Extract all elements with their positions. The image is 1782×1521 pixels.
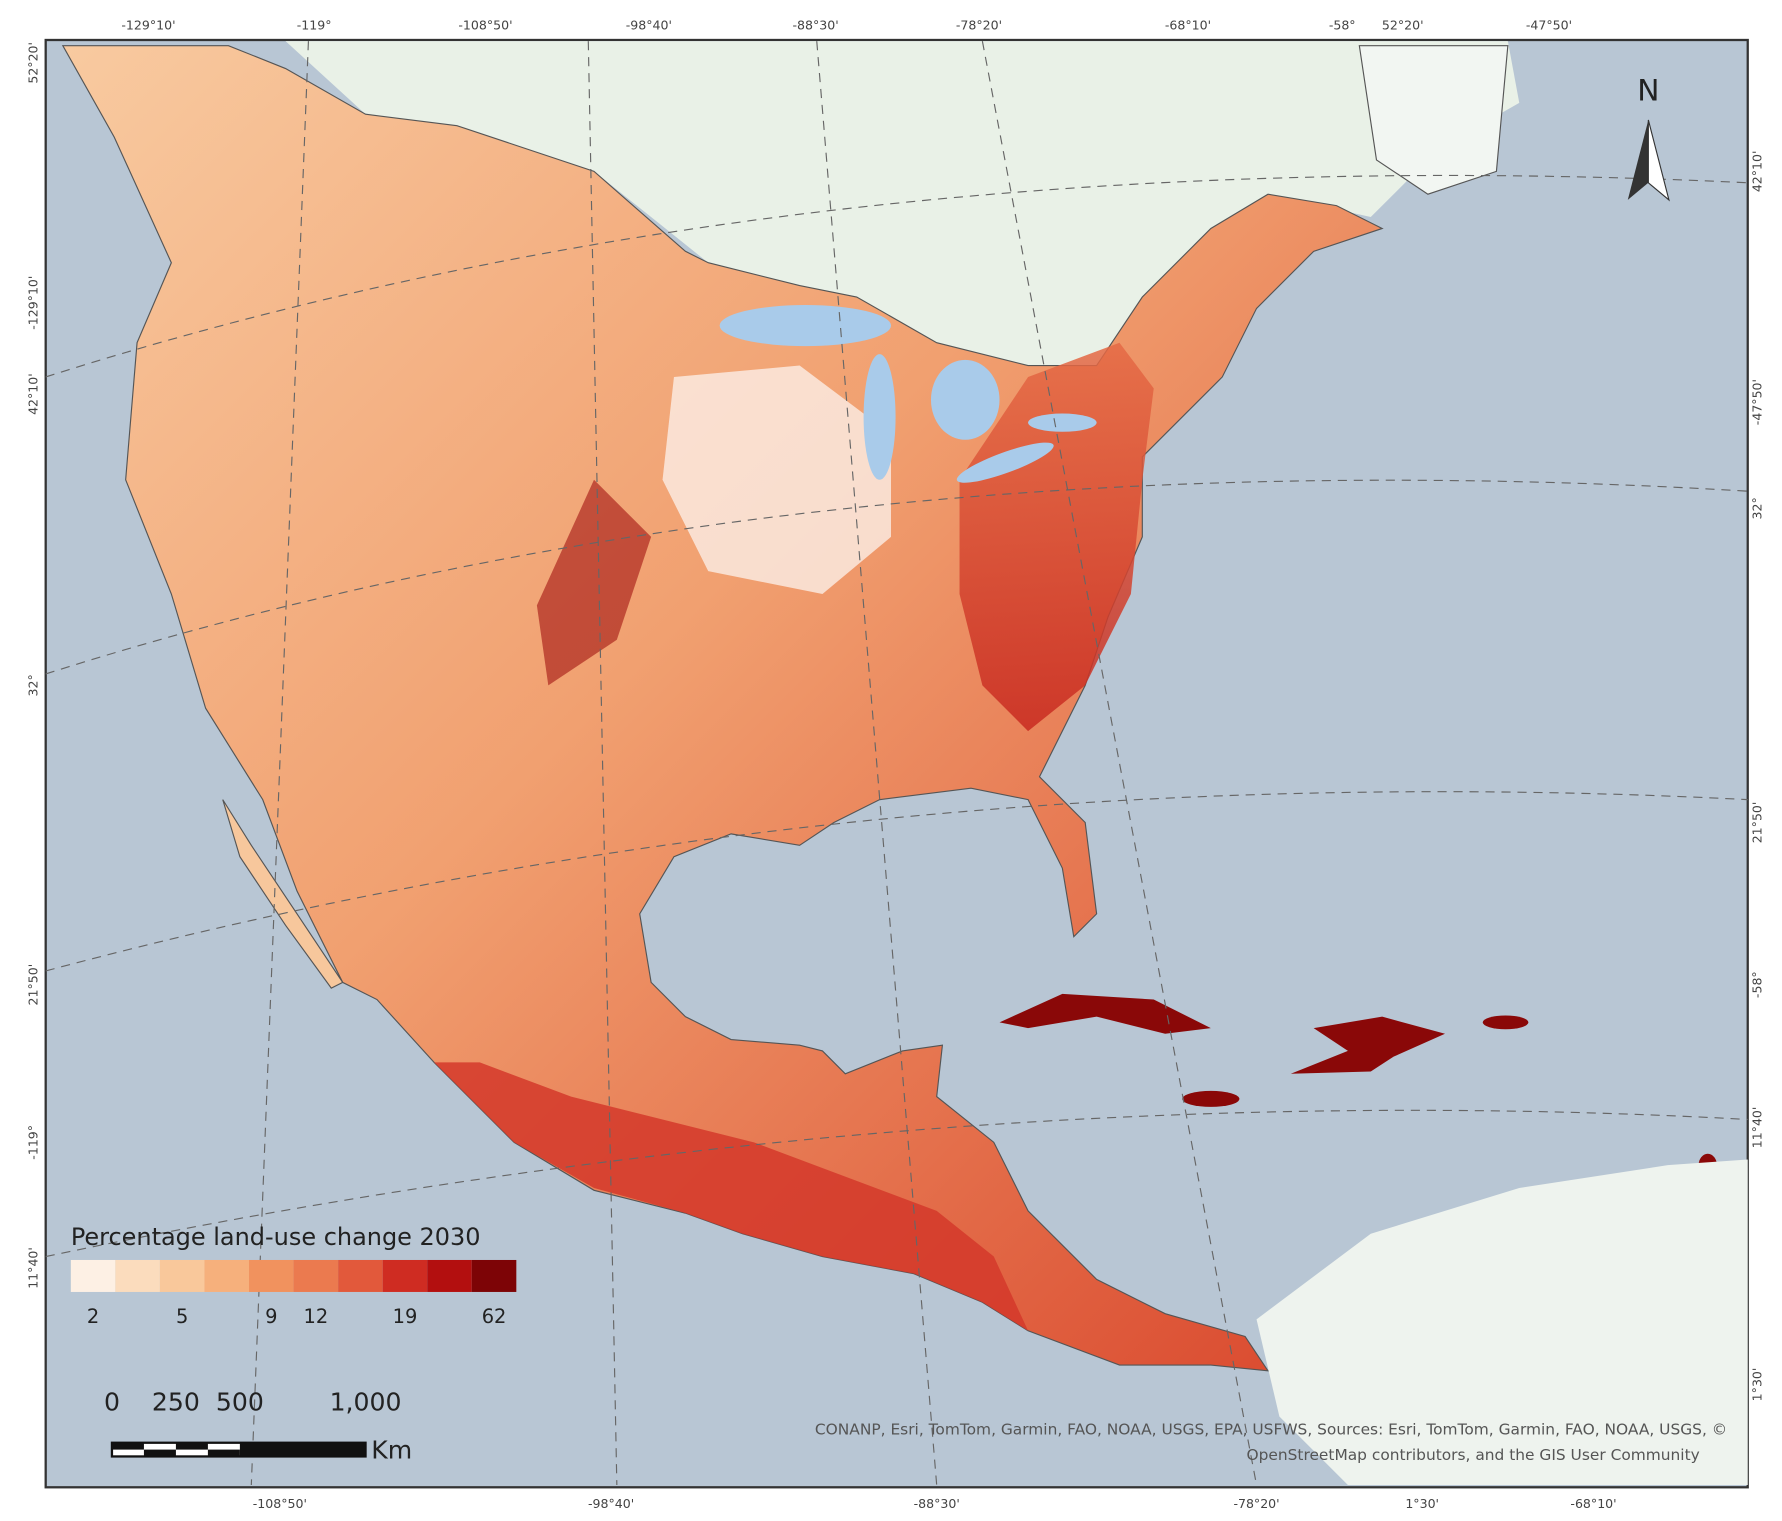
legend-swatch: [115, 1259, 160, 1292]
scale-label: 250: [152, 1388, 200, 1417]
canada-north: [285, 41, 1520, 366]
eastern-us-hotspot: [959, 342, 1154, 732]
legend-swatch: [293, 1259, 339, 1292]
north-arrow: N: [1627, 74, 1670, 202]
hispaniola: [1290, 1016, 1446, 1074]
south-america: [1256, 1159, 1748, 1486]
graticule-label: 42°10': [1749, 151, 1764, 193]
graticule-label: -98°40': [626, 18, 672, 33]
graticule-label: -98°40': [588, 1496, 634, 1511]
graticule-label: -108°50': [253, 1496, 307, 1511]
graticule-label: -58°: [1329, 18, 1356, 33]
legend-title: Percentage land-use change 2030: [71, 1223, 481, 1251]
graticule-label: -68°10': [1570, 1496, 1616, 1511]
graticule-label: -88°30': [793, 18, 839, 33]
graticule-label: -129°10': [26, 276, 41, 330]
north-arrow-left: [1627, 119, 1649, 200]
scale-label: 1,000: [330, 1388, 402, 1417]
legend-label: 12: [303, 1305, 328, 1328]
graticule-label: -68°10': [1165, 18, 1211, 33]
graticule-labels: -129°10' -119° -108°50' -98°40' -88°30' -78°2…: [26, 18, 1765, 1511]
graticule-label: -88°30': [914, 1496, 960, 1511]
legend-label: 9: [265, 1305, 277, 1328]
legend-swatch: [338, 1259, 383, 1292]
scale-label: 0: [104, 1388, 120, 1417]
jamaica: [1182, 1090, 1240, 1107]
lake-superior: [719, 305, 891, 347]
legend-swatch: [70, 1259, 116, 1292]
legend: 2 5 9 12 19 62: [70, 1259, 517, 1328]
legend-swatch: [204, 1259, 250, 1292]
puerto-rico: [1482, 1015, 1529, 1030]
graticule-label: 52°20': [26, 42, 41, 84]
north-label: N: [1637, 74, 1659, 109]
legend-swatch: [471, 1259, 517, 1292]
graticule-line: [45, 479, 1748, 675]
graticule-label: -108°50': [458, 18, 512, 33]
lake-ontario: [1028, 413, 1097, 432]
graticule-label: 52°20': [1382, 18, 1424, 33]
baja-california: [222, 799, 344, 989]
scale-segment: [207, 1449, 240, 1457]
graticule-label: -129°10': [121, 18, 175, 33]
graticule-line: [45, 174, 1748, 378]
graticule-label: -47°50': [1526, 18, 1572, 33]
scale-unit: Km: [371, 1436, 412, 1465]
scale-segment: [143, 1449, 176, 1457]
legend-label: 62: [482, 1305, 507, 1328]
graticule-label: 11°40': [26, 1247, 41, 1289]
scale-segment: [175, 1442, 208, 1450]
plains-hotspot: [536, 479, 652, 686]
graticule-label: -78°20': [1233, 1496, 1279, 1511]
lake-erie: [956, 442, 1054, 483]
north-arrow-right: [1647, 119, 1670, 202]
lake-michigan: [863, 354, 896, 480]
scale-label: 500: [216, 1388, 264, 1417]
scale-bar: 0 250 500 1,000 Km: [104, 1388, 412, 1465]
scale-segment: [111, 1442, 144, 1450]
newfoundland: [1358, 45, 1509, 195]
graticule: [45, 41, 1748, 1486]
graticule-label: -47°50': [1749, 379, 1764, 425]
graticule-label: 1°30': [1749, 1368, 1764, 1402]
graticule-label: -119°: [297, 18, 332, 33]
legend-swatch: [249, 1259, 294, 1292]
scale-segment: [239, 1442, 366, 1457]
graticule-line: [45, 1109, 1748, 1258]
graticule-label: -119°: [26, 1125, 41, 1160]
graticule-label: 11°40': [1749, 1107, 1764, 1149]
graticule-label: 21°50': [26, 964, 41, 1006]
legend-label: 2: [87, 1305, 99, 1328]
legend-label: 19: [393, 1305, 418, 1328]
graticule-label: 1°30': [1405, 1496, 1439, 1511]
lake-huron: [930, 359, 1000, 440]
legend-label: 5: [176, 1305, 188, 1328]
attribution: OpenStreetMap contributors, and the GIS …: [1246, 1446, 1699, 1464]
graticule-label: 21°50': [1749, 802, 1764, 844]
graticule-line: [816, 41, 938, 1486]
graticule-line: [250, 41, 309, 1486]
legend-swatch: [427, 1259, 472, 1292]
graticule-line: [587, 41, 618, 1486]
legend-swatch: [159, 1259, 205, 1292]
legend-swatch: [382, 1259, 428, 1292]
great-lakes: [719, 305, 1097, 483]
graticule-line: [981, 41, 1258, 1486]
graticule-label: 32°: [1749, 497, 1764, 519]
graticule-label: 32°: [26, 674, 41, 696]
graticule-label: -58°: [1749, 971, 1764, 998]
graticule-label: -78°20': [956, 18, 1002, 33]
graticule-label: 42°10': [26, 373, 41, 415]
attribution: CONANP, Esri, TomTom, Garmin, FAO, NOAA,…: [815, 1421, 1727, 1439]
cuba: [999, 993, 1211, 1034]
midwest-low-change: [662, 365, 891, 595]
mexico-hotspot: [434, 1062, 1029, 1331]
caribbean-islands: [999, 993, 1717, 1177]
